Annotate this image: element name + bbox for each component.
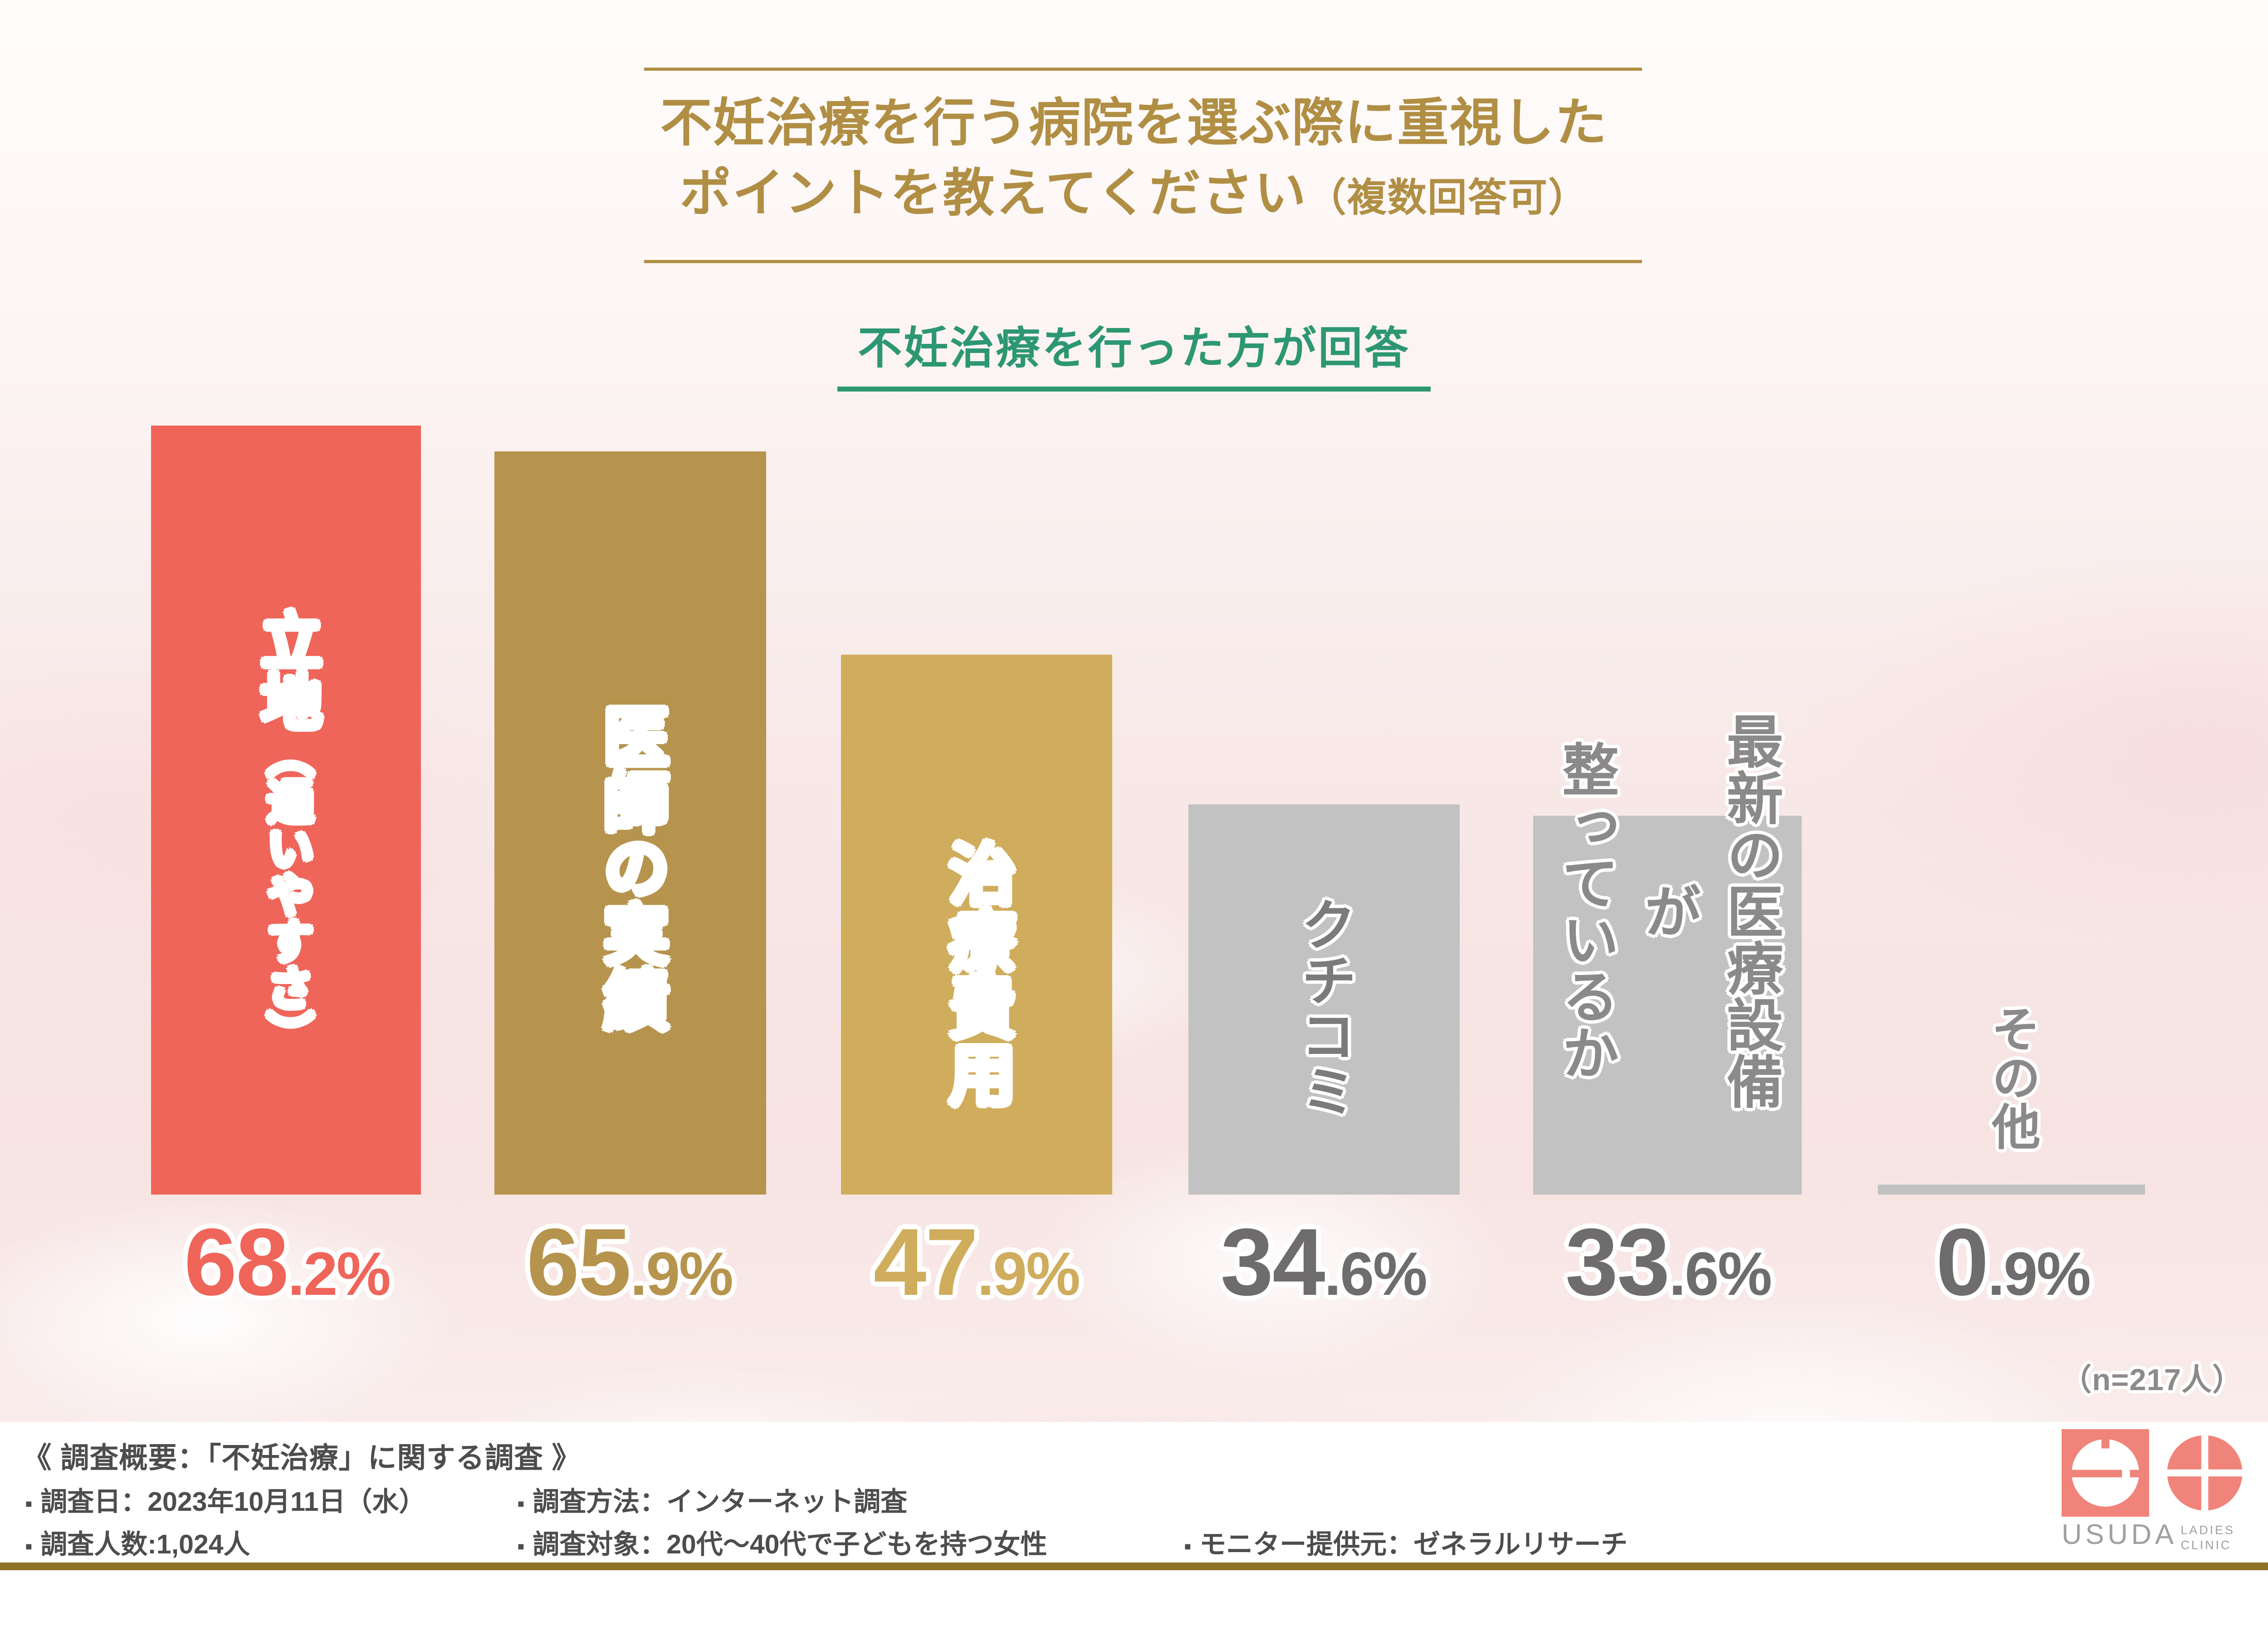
footer-strip xyxy=(0,1422,2268,1563)
bar-word-of-mouth: クチコミ xyxy=(1188,804,1460,1195)
value-location: 68.2% xyxy=(184,1209,391,1316)
value-doctor-track-record: 65.9% xyxy=(526,1209,733,1316)
bar-treatment-cost: 治療費用 xyxy=(841,654,1112,1195)
bar-location: 立地 （通いやすさ） xyxy=(151,425,421,1195)
bar-other xyxy=(1877,1185,2145,1195)
monitor-provider-item: ▪ モニター提供元：ゼネラルリサーチ xyxy=(1184,1529,1628,1559)
bar-label-other: その他 xyxy=(1984,1004,2039,1151)
survey-target-item: ▪ 調査対象：20代～40代で子どもを持つ女性 xyxy=(517,1529,1047,1559)
bullet-icon: ▪ xyxy=(25,1534,33,1558)
bullet-icon: ▪ xyxy=(517,1534,525,1558)
title-note: （複数回答可） xyxy=(1307,176,1589,220)
bullet-icon: ▪ xyxy=(517,1492,525,1516)
sample-size-note: （n=217人） xyxy=(2061,1362,2243,1397)
respondent-note: 不妊治療を行った方が回答 xyxy=(837,313,1431,392)
value-other: 0.9% xyxy=(1936,1209,2091,1316)
page-title: 不妊治療を行う病院を選ぶ際に重視した ポイントを教えてください（複数回答可） xyxy=(408,88,1860,229)
bar-label-location: 立地 （通いやすさ） xyxy=(252,609,320,1058)
bar-label-latest-equipment: 最新の医療設備が 整っているか xyxy=(1554,712,1781,1109)
clinic-logo-icon: USUDA LADIES CLINIC xyxy=(2062,1429,2244,1552)
title-rule-top xyxy=(644,67,1642,71)
survey-respondents-item: ▪ 調査人数:1,024人 xyxy=(25,1529,250,1559)
title-rule-bottom xyxy=(644,260,1642,264)
bullet-icon: ▪ xyxy=(25,1492,33,1516)
title-line-1: 不妊治療を行う病院を選ぶ際に重視した xyxy=(660,94,1608,152)
bar-label-doctor-track-record: 医師の実績 xyxy=(594,703,667,1032)
logo-sub2: CLINIC xyxy=(2181,1538,2232,1552)
survey-method-item: ▪ 調査方法：インターネット調査 xyxy=(517,1487,908,1517)
survey-date-item: ▪ 調査日：2023年10月11日（水） xyxy=(25,1487,426,1517)
bottom-gold-bar xyxy=(0,1562,2268,1571)
value-latest-equipment: 33.6% xyxy=(1565,1209,1772,1316)
bullet-icon: ▪ xyxy=(1184,1534,1192,1558)
value-treatment-cost: 47.9% xyxy=(873,1209,1080,1316)
bar-label-treatment-cost: 治療費用 xyxy=(939,839,1014,1107)
value-word-of-mouth: 34.6% xyxy=(1220,1209,1427,1316)
usuda-ladies-clinic-logo: USUDA LADIES CLINIC xyxy=(2062,1429,2250,1552)
bar-label-word-of-mouth: クチコミ xyxy=(1293,896,1355,1119)
bar-doctor-track-record: 医師の実績 xyxy=(494,451,766,1195)
survey-overview-heading: 《 調査概要：「不妊治療」に関する調査 》 xyxy=(23,1442,582,1474)
logo-sub1: LADIES xyxy=(2181,1523,2235,1537)
bar-latest-equipment xyxy=(1533,816,1802,1195)
title-line-2: ポイントを教えてください（複数回答可） xyxy=(679,164,1589,222)
infographic-page: 不妊治療を行う病院を選ぶ際に重視した ポイントを教えてください（複数回答可） 不… xyxy=(0,0,2268,1571)
subtitle-row: 不妊治療を行った方が回答 xyxy=(0,313,2268,392)
logo-name: USUDA xyxy=(2062,1519,2177,1550)
bar-label-location-sub: （通いやすさ） xyxy=(260,731,313,1058)
